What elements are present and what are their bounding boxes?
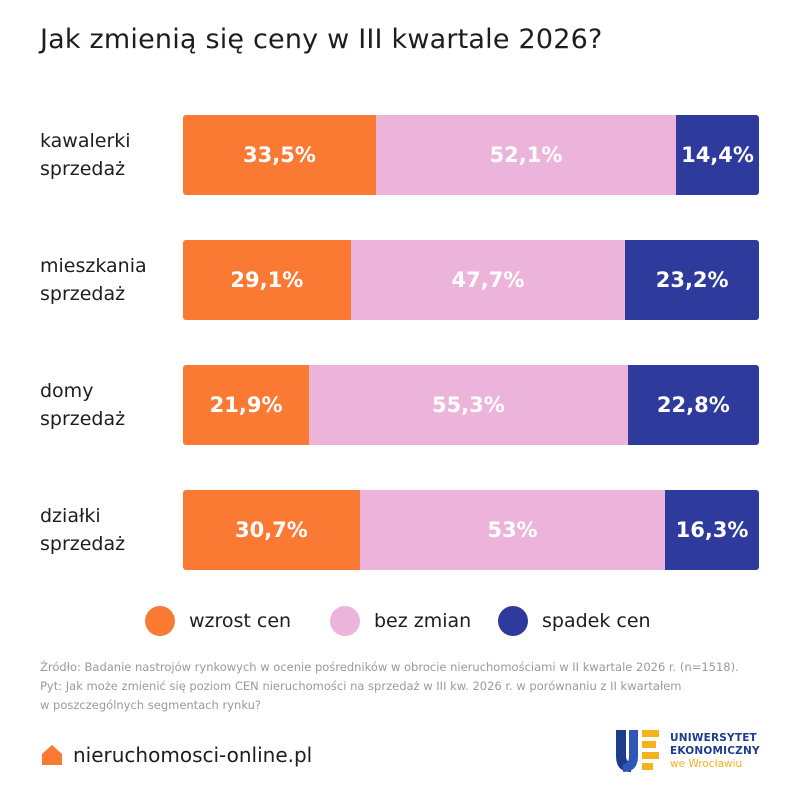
category-label-line: domy xyxy=(40,380,94,402)
category-label: domy sprzedaż xyxy=(40,377,180,433)
data-label: 14,4% xyxy=(681,143,754,167)
brand-link[interactable]: nieruchomosci-online.pl xyxy=(40,740,312,770)
legend-label: spadek cen xyxy=(542,610,651,632)
category-label-line: sprzedaż xyxy=(40,158,126,180)
university-name-line-3: we Wrocławiu xyxy=(670,757,743,770)
source-line-1: Źródło: Badanie nastrojów rynkowych w oc… xyxy=(40,660,739,674)
stacked-bar: 29,1% 47,7% 23,2% xyxy=(183,240,759,320)
university-logo-block: UNIWERSYTET EKONOMICZNY we Wrocławiu xyxy=(614,728,760,774)
category-label: działki sprzedaż xyxy=(40,502,180,558)
data-label: 53% xyxy=(487,518,538,542)
bar-segment: 22,8% xyxy=(627,365,759,445)
data-label: 16,3% xyxy=(675,518,749,542)
bar-segment: 14,4% xyxy=(676,115,759,195)
university-name-line-2: EKONOMICZNY xyxy=(670,744,760,757)
stacked-bar: 33,5% 52,1% 14,4% xyxy=(183,115,759,195)
bar-segment: 29,1% xyxy=(183,240,351,320)
bar-segment: 16,3% xyxy=(665,490,759,570)
category-label-line: sprzedaż xyxy=(40,408,126,430)
legend-item: wzrost cen xyxy=(145,604,291,638)
category-label-line: działki xyxy=(40,505,101,527)
brand-text: nieruchomosci-online.pl xyxy=(73,743,313,767)
bar-segment: 53% xyxy=(359,490,666,570)
data-label: 33,5% xyxy=(243,143,316,167)
data-label: 47,7% xyxy=(451,268,525,292)
source-line-2: Pyt: Jak może zmienić się poziom CEN nie… xyxy=(40,679,682,693)
legend-dot xyxy=(330,606,360,636)
source-note: Źródło: Badanie nastrojów rynkowych w oc… xyxy=(40,658,770,715)
category-label: mieszkania sprzedaż xyxy=(40,252,180,308)
legend: wzrost cen bez zmian spadek cen xyxy=(0,604,800,638)
legend-item: bez zmian xyxy=(330,604,471,638)
university-logo xyxy=(616,730,659,772)
bar-segment: 52,1% xyxy=(375,115,677,195)
data-label: 21,9% xyxy=(209,393,283,417)
source-line-3: w poszczególnych segmentach rynku? xyxy=(40,698,262,712)
bar-segment: 30,7% xyxy=(183,490,360,570)
category-label-line: sprzedaż xyxy=(40,533,126,555)
legend-item: spadek cen xyxy=(498,604,651,638)
legend-dot xyxy=(145,606,175,636)
category-label: kawalerki sprzedaż xyxy=(40,127,180,183)
chart-title: Jak zmienią się ceny w III kwartale 2026… xyxy=(40,24,603,55)
category-label-line: sprzedaż xyxy=(40,283,126,305)
data-label: 23,2% xyxy=(655,268,729,292)
bar-segment: 33,5% xyxy=(183,115,376,195)
legend-dot xyxy=(498,606,528,636)
category-label-line: kawalerki xyxy=(40,130,131,152)
data-label: 55,3% xyxy=(431,393,505,417)
legend-label: wzrost cen xyxy=(189,610,292,632)
data-label: 22,8% xyxy=(656,393,730,417)
bar-segment: 21,9% xyxy=(183,365,310,445)
stacked-bar: 21,9% 55,3% 22,8% xyxy=(183,365,759,445)
university-name-line-1: UNIWERSYTET xyxy=(670,731,757,744)
category-label-line: mieszkania xyxy=(40,255,147,277)
data-label: 29,1% xyxy=(230,268,304,292)
bar-segment: 23,2% xyxy=(625,240,759,320)
legend-label: bez zmian xyxy=(374,610,472,632)
data-label: 30,7% xyxy=(234,518,308,542)
house-icon xyxy=(42,745,62,765)
stacked-bar: 30,7% 53% 16,3% xyxy=(183,490,759,570)
bar-segment: 47,7% xyxy=(350,240,626,320)
bar-segment: 55,3% xyxy=(309,365,628,445)
data-label: 52,1% xyxy=(489,143,563,167)
